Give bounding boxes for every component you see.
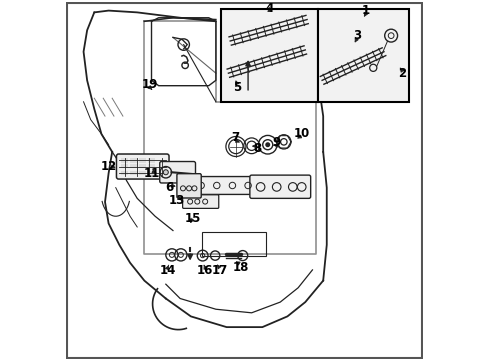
Bar: [201, 232, 265, 256]
Circle shape: [163, 170, 168, 175]
Bar: [121, 171, 128, 175]
Text: 4: 4: [265, 2, 273, 15]
Text: 12: 12: [100, 160, 117, 173]
Text: 13: 13: [168, 194, 184, 207]
Text: 8: 8: [252, 142, 261, 155]
Circle shape: [265, 143, 269, 147]
Text: 2: 2: [397, 67, 405, 80]
FancyBboxPatch shape: [160, 162, 195, 183]
Bar: [317, 9, 408, 102]
Text: 5: 5: [233, 81, 241, 94]
Bar: [121, 158, 128, 163]
Bar: [148, 171, 155, 175]
Bar: [221, 9, 317, 102]
Text: 10: 10: [293, 127, 309, 140]
Bar: [130, 171, 137, 175]
Text: 7: 7: [231, 131, 239, 144]
Text: 1: 1: [361, 4, 369, 17]
FancyBboxPatch shape: [249, 175, 310, 198]
Text: 3: 3: [352, 29, 361, 42]
FancyBboxPatch shape: [182, 195, 218, 208]
Bar: [148, 164, 155, 168]
FancyBboxPatch shape: [177, 176, 256, 194]
Bar: [130, 158, 137, 163]
Text: 6: 6: [165, 181, 173, 194]
Text: 16: 16: [197, 264, 213, 277]
Text: 11: 11: [143, 167, 159, 180]
Text: 17: 17: [211, 264, 227, 277]
Bar: [130, 164, 137, 168]
FancyBboxPatch shape: [177, 174, 201, 198]
Bar: [139, 158, 146, 163]
Text: 19: 19: [141, 78, 158, 91]
FancyBboxPatch shape: [116, 154, 169, 179]
Text: 18: 18: [232, 261, 248, 274]
Bar: [121, 164, 128, 168]
Bar: [139, 171, 146, 175]
Bar: [139, 164, 146, 168]
Text: 14: 14: [159, 264, 175, 277]
Text: 15: 15: [184, 212, 201, 225]
Text: 9: 9: [272, 136, 280, 149]
Bar: [148, 158, 155, 163]
